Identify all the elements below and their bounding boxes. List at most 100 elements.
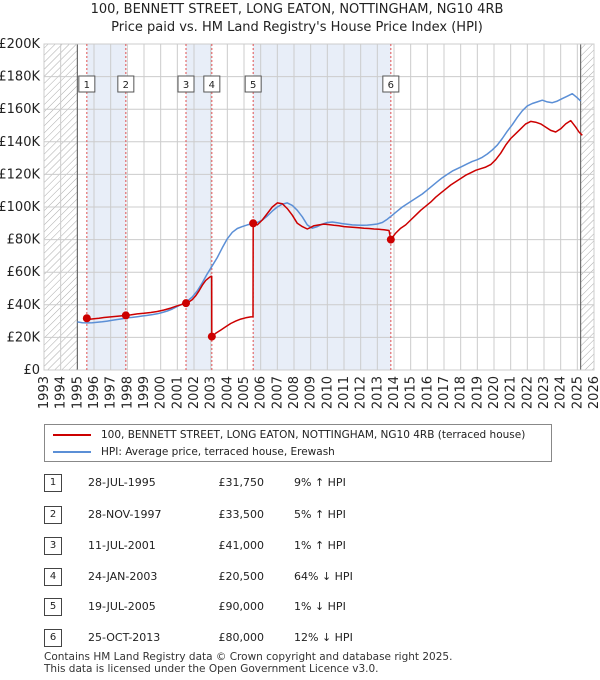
grid-lines (43, 43, 595, 371)
sale-price: £80,000 (218, 631, 265, 644)
sale-badge-label: 4 (209, 80, 215, 91)
x-tick-label: 2007 (270, 376, 285, 409)
sale-price: £31,750 (218, 476, 265, 489)
x-tick-label: 1998 (120, 376, 135, 409)
sale-row: 3 11-JUL-2001 £41,000 1% ↑ HPI (44, 537, 384, 555)
sale-point (182, 299, 190, 308)
x-tick-label: 2008 (287, 376, 302, 409)
sale-hpi-diff: 1% ↓ HPI (294, 600, 346, 613)
sale-badge: 5 (44, 598, 62, 616)
x-tick-label: 2000 (154, 376, 169, 409)
sale-row: 4 24-JAN-2003 £20,500 64% ↓ HPI (44, 568, 384, 586)
sale-badges: 1 2 3 4 5 6 (78, 75, 400, 93)
sale-price: £90,000 (218, 600, 265, 613)
x-tick-label: 2014 (387, 376, 402, 409)
legend-swatch-hpi (53, 451, 91, 453)
footer-line-2: This data is licensed under the Open Gov… (44, 663, 379, 675)
sale-date: 25-OCT-2013 (88, 631, 161, 644)
x-tick-label: 2018 (454, 376, 469, 409)
sale-badge: 1 (44, 474, 62, 492)
y-tick-label: £160K (0, 102, 40, 117)
sale-badge-box (244, 75, 262, 93)
plot-border (43, 43, 595, 371)
sale-point (82, 314, 91, 323)
y-tick-label: £120K (0, 167, 40, 182)
x-tick-label: 2009 (304, 376, 319, 409)
sale-point (386, 235, 395, 244)
series-line-hpi (77, 92, 582, 324)
legend-swatch-property (53, 434, 91, 436)
sale-badge-label: 6 (388, 80, 394, 91)
x-tick-label: 1997 (104, 376, 119, 409)
x-tick-label: 2020 (487, 376, 502, 409)
sale-badge-label: 2 (123, 80, 129, 91)
sale-badge-label: 1 (84, 80, 90, 91)
x-tick-label: 1999 (137, 376, 152, 409)
sale-price: £41,000 (218, 539, 265, 552)
sale-badge-box (203, 75, 221, 93)
x-tick-label: 1994 (54, 376, 69, 409)
x-tick-label: 2003 (204, 376, 219, 409)
y-tick-label: £100K (0, 200, 40, 215)
sale-hpi-diff: 9% ↑ HPI (294, 476, 346, 489)
x-tick-label: 2022 (520, 376, 535, 409)
sale-badge-label: 5 (250, 80, 256, 91)
y-axis-ticks: £0 £20K £40K £60K £80K £100K £120K £140K £160K £1… (0, 37, 40, 378)
footer-line-1: Contains HM Land Registry data © Crown c… (44, 651, 453, 663)
sale-badge-label: 3 (183, 80, 189, 91)
x-tick-label: 2002 (187, 376, 202, 409)
y-tick-label: £40K (7, 298, 41, 313)
sale-hpi-diff: 64% ↓ HPI (294, 570, 353, 583)
x-tick-label: 2026 (587, 376, 600, 409)
sale-date: 11-JUL-2001 (88, 539, 156, 552)
y-tick-label: £60K (7, 265, 41, 280)
sale-badge-box (117, 75, 135, 93)
x-tick-label: 2006 (254, 376, 269, 409)
chart-subtitle: Price paid vs. HM Land Registry's House … (111, 20, 483, 35)
x-tick-label: 2016 (420, 376, 435, 409)
sale-row: 1 28-JUL-1995 £31,750 9% ↑ HPI (44, 474, 384, 492)
x-tick-label: 1995 (70, 376, 85, 409)
y-tick-label: £180K (0, 70, 40, 85)
sale-badge-box (177, 75, 195, 93)
x-tick-label: 2011 (337, 376, 352, 409)
sale-date: 19-JUL-2005 (88, 600, 156, 613)
x-tick-label: 1993 (37, 376, 52, 409)
x-tick-label: 2025 (570, 376, 585, 409)
y-tick-label: £200K (0, 37, 40, 52)
sale-row: 5 19-JUL-2005 £90,000 1% ↓ HPI (44, 598, 384, 616)
legend-label-property: 100, BENNETT STREET, LONG EATON, NOTTING… (101, 429, 526, 441)
sale-badge-box (78, 75, 96, 93)
sale-badge: 4 (44, 568, 62, 586)
x-tick-label: 2012 (354, 376, 369, 409)
y-tick-label: £20K (7, 330, 41, 345)
x-axis-ticks: 1993 1994 1995 1996 1997 1998 1999 2000 2001 2002… (37, 376, 600, 409)
x-tick-label: 2023 (537, 376, 552, 409)
sale-row: 2 28-NOV-1997 £33,500 5% ↑ HPI (44, 506, 384, 524)
sale-hpi-diff: 5% ↑ HPI (294, 508, 346, 521)
price-chart: 100, BENNETT STREET, LONG EATON, NOTTING… (0, 2, 600, 409)
y-tick-label: £0 (23, 363, 40, 378)
footer: Contains HM Land Registry data © Crown c… (44, 651, 452, 675)
x-tick-label: 2024 (554, 376, 569, 409)
sale-point (121, 311, 130, 320)
sale-hpi-diff: 12% ↓ HPI (294, 631, 353, 644)
sale-date: 28-NOV-1997 (88, 508, 162, 521)
legend-label-hpi: HPI: Average price, terraced house, Erew… (101, 446, 335, 458)
sale-badge: 2 (44, 506, 62, 524)
x-tick-label: 2001 (170, 376, 185, 409)
sale-row: 6 25-OCT-2013 £80,000 12% ↓ HPI (44, 629, 384, 647)
sale-badge: 3 (44, 537, 62, 555)
x-tick-label: 2021 (504, 376, 519, 409)
y-tick-label: £80K (7, 233, 41, 248)
sale-date: 24-JAN-2003 (88, 570, 158, 583)
x-tick-label: 2017 (437, 376, 452, 409)
sale-point (207, 332, 216, 341)
sale-date: 28-JUL-1995 (88, 476, 156, 489)
x-tick-label: 2005 (237, 376, 252, 409)
x-tick-label: 2013 (370, 376, 385, 409)
y-tick-label: £140K (0, 135, 40, 150)
sale-badge: 6 (44, 629, 62, 647)
sale-points (82, 219, 395, 341)
x-tick-label: 1996 (87, 376, 102, 409)
